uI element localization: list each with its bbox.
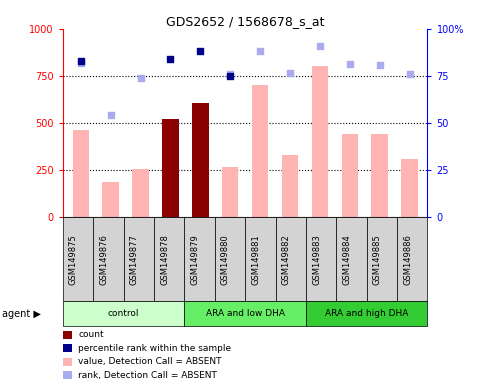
Point — [346, 61, 354, 67]
Point — [376, 61, 384, 68]
Text: ARA and high DHA: ARA and high DHA — [325, 310, 408, 318]
Point — [77, 60, 85, 66]
Text: count: count — [78, 330, 104, 339]
Text: GSM149881: GSM149881 — [251, 234, 260, 285]
Bar — [282, 155, 298, 217]
Bar — [222, 167, 239, 217]
Point — [286, 70, 294, 76]
Text: agent ▶: agent ▶ — [2, 309, 41, 319]
Text: GSM149886: GSM149886 — [403, 234, 412, 285]
Text: value, Detection Call = ABSENT: value, Detection Call = ABSENT — [78, 357, 222, 366]
Point — [137, 74, 144, 81]
Text: control: control — [108, 310, 139, 318]
Point — [316, 43, 324, 49]
Point — [167, 56, 174, 62]
Text: GSM149875: GSM149875 — [69, 234, 78, 285]
Bar — [72, 131, 89, 217]
Text: GSM149880: GSM149880 — [221, 234, 230, 285]
Bar — [371, 134, 388, 217]
Text: GSM149885: GSM149885 — [373, 234, 382, 285]
Text: GSM149876: GSM149876 — [99, 234, 108, 285]
Text: GSM149883: GSM149883 — [312, 234, 321, 285]
Title: GDS2652 / 1568678_s_at: GDS2652 / 1568678_s_at — [166, 15, 325, 28]
Text: GSM149877: GSM149877 — [130, 234, 139, 285]
Text: percentile rank within the sample: percentile rank within the sample — [78, 344, 231, 353]
Bar — [132, 169, 149, 217]
Text: GSM149878: GSM149878 — [160, 234, 169, 285]
Point — [256, 48, 264, 55]
Point — [406, 71, 413, 77]
Bar — [401, 159, 418, 217]
Text: GSM149884: GSM149884 — [342, 234, 352, 285]
Point — [227, 73, 234, 79]
Bar — [341, 134, 358, 217]
Text: rank, Detection Call = ABSENT: rank, Detection Call = ABSENT — [78, 371, 217, 380]
Point — [107, 112, 114, 118]
Point — [227, 71, 234, 77]
Text: ARA and low DHA: ARA and low DHA — [206, 310, 284, 318]
Bar — [252, 85, 268, 217]
Point — [197, 48, 204, 55]
Bar — [192, 103, 209, 217]
Text: GSM149879: GSM149879 — [190, 234, 199, 285]
Bar — [162, 119, 179, 217]
Bar — [102, 182, 119, 217]
Point — [77, 58, 85, 64]
Text: GSM149882: GSM149882 — [282, 234, 291, 285]
Bar — [312, 66, 328, 217]
